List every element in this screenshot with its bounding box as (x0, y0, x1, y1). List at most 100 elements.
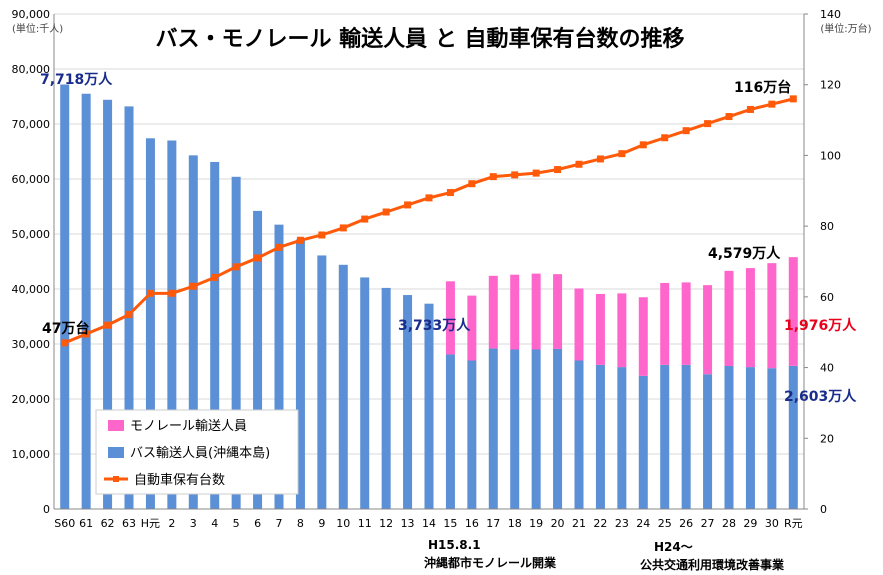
x-tick-label: 28 (722, 517, 736, 530)
bus-bar (617, 367, 627, 509)
monorail-bar (510, 274, 520, 350)
legend-swatch-monorail (108, 420, 124, 431)
left-tick-label: 0 (43, 503, 50, 516)
car-ownership-point (682, 127, 690, 135)
car-ownership-point (404, 201, 412, 209)
monorail-bar (788, 257, 798, 366)
car-ownership-point (339, 224, 347, 232)
axes: 0 10,000 20,000 30,000 40,000 50,000 60,000 70,… (12, 8, 842, 530)
annotation-bus-end: 2,603万人 (784, 388, 857, 405)
car-ownership-point (468, 180, 476, 188)
chart-title: バス・モノレール 輸送人員 と 自動車保有台数の推移 (156, 26, 685, 52)
bus-bar (60, 84, 70, 509)
car-ownership-point (575, 160, 583, 168)
car-ownership-point (189, 282, 197, 290)
bus-bar (167, 140, 177, 509)
car-ownership-point (296, 236, 304, 244)
bus-bar (488, 348, 498, 509)
bus-bar (103, 99, 113, 510)
monorail-bar (445, 281, 455, 355)
bus-bar (360, 277, 370, 509)
car-ownership-point (211, 273, 219, 281)
bus-bar (81, 93, 91, 509)
left-tick-label: 60,000 (12, 173, 51, 186)
note-h24-date: H24～ (654, 540, 693, 554)
car-ownership-point (232, 263, 240, 271)
car-ownership-point (168, 289, 176, 297)
left-tick-label: 20,000 (12, 393, 51, 406)
bus-bar (253, 210, 263, 509)
bus-bar (381, 287, 391, 509)
note-h15-text: 沖縄都市モノレール開業 (424, 555, 557, 570)
left-tick-label: 30,000 (12, 338, 51, 351)
car-ownership-point (618, 150, 626, 158)
car-ownership-point (146, 289, 154, 297)
bus-bar (510, 349, 520, 509)
x-tick-label: 9 (318, 517, 325, 530)
bus-bar (445, 354, 455, 509)
bus-bar (745, 367, 755, 509)
bus-bar (467, 360, 477, 509)
left-tick-label: 80,000 (12, 63, 51, 76)
x-tick-label: 13 (401, 517, 415, 530)
x-tick-label: 21 (572, 517, 586, 530)
right-tick-label: 20 (820, 432, 834, 445)
bus-bar (681, 364, 691, 509)
left-tick-label: 40,000 (12, 283, 51, 296)
car-ownership-point (425, 194, 433, 202)
x-tick-label: 22 (593, 517, 607, 530)
x-tick-label: 61 (79, 517, 93, 530)
x-tick-label: 6 (254, 517, 261, 530)
right-tick-label: 140 (820, 8, 841, 21)
right-tick-label: 60 (820, 291, 834, 304)
monorail-bar (724, 270, 734, 366)
car-ownership-point (382, 208, 390, 216)
right-tick-label: 40 (820, 362, 834, 375)
bus-bar (424, 303, 434, 509)
x-tick-label: 18 (508, 517, 522, 530)
car-ownership-point (661, 134, 669, 142)
bus-bar (145, 138, 155, 510)
car-ownership-point (746, 105, 754, 113)
x-tick-label: 8 (297, 517, 304, 530)
x-tick-label: 14 (422, 517, 436, 530)
bus-bar (660, 364, 670, 509)
monorail-bar (703, 285, 713, 375)
x-tick-label: 3 (190, 517, 197, 530)
car-ownership-point (725, 113, 733, 121)
x-tick-label: 15 (443, 517, 457, 530)
car-ownership-point (254, 254, 262, 262)
monorail-bar (745, 268, 755, 368)
x-tick-label: H元 (141, 517, 160, 530)
monorail-bar (574, 288, 584, 361)
bus-bar (553, 348, 563, 509)
bus-bar (703, 374, 713, 509)
legend-swatch-car-marker (113, 476, 119, 482)
car-ownership-point (82, 330, 90, 338)
car-ownership-point (768, 100, 776, 108)
legend-box (95, 409, 299, 495)
x-tick-label: 24 (636, 517, 650, 530)
x-tick-label: 20 (551, 517, 565, 530)
x-tick-label: S60 (54, 517, 75, 530)
car-ownership-point (104, 321, 112, 329)
bus-bar (403, 295, 413, 509)
x-tick-label: 63 (122, 517, 136, 530)
monorail-bar (617, 293, 627, 368)
bus-bar (231, 176, 241, 510)
annotation-car-start: 47万台 (42, 320, 89, 337)
bus-bar (124, 106, 134, 510)
car-ownership-point (532, 169, 540, 177)
bus-bar (295, 239, 305, 509)
right-axis-unit: (単位:万台) (820, 22, 871, 35)
car-ownership-point (511, 171, 519, 179)
bus-bar (788, 365, 798, 509)
x-tick-label: 62 (101, 517, 115, 530)
x-tick-label: 17 (486, 517, 500, 530)
x-tick-label: 11 (358, 517, 372, 530)
gridlines (54, 13, 804, 455)
x-tick-label: 27 (701, 517, 715, 530)
x-tick-label: 7 (276, 517, 283, 530)
monorail-bar (467, 295, 477, 361)
